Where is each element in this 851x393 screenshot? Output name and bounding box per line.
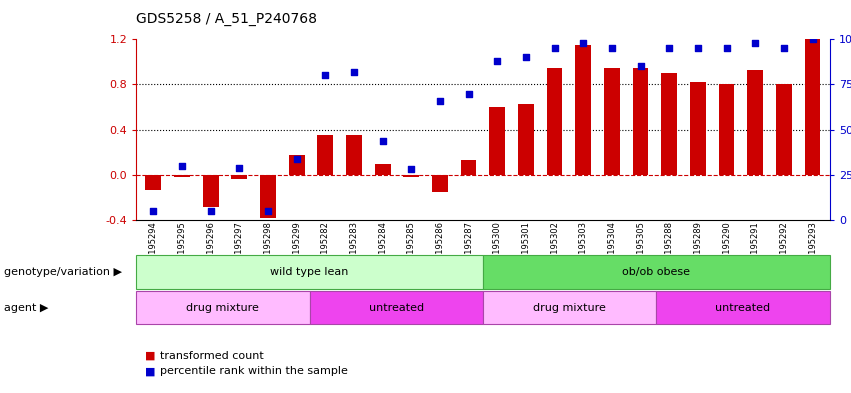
Point [634,63,648,70]
Bar [231,175,248,179]
Text: drug mixture: drug mixture [534,303,606,312]
Point [232,165,246,171]
Bar [690,82,705,175]
Point [376,138,390,144]
Bar [146,175,161,189]
Point [462,90,476,97]
Point [261,208,275,214]
Bar [632,68,648,175]
Point [720,45,734,51]
Bar [374,163,391,175]
Point [748,40,762,46]
Text: percentile rank within the sample: percentile rank within the sample [160,366,348,376]
Text: untreated: untreated [368,303,424,312]
Text: untreated: untreated [716,303,771,312]
Text: drug mixture: drug mixture [186,303,260,312]
Point [204,208,218,214]
Point [777,45,791,51]
Bar [403,175,420,177]
Text: genotype/variation ▶: genotype/variation ▶ [4,267,123,277]
Bar [518,104,534,175]
Point [175,163,189,169]
Bar [346,135,362,175]
Point [146,208,160,214]
Point [318,72,332,79]
Bar [776,84,791,175]
Bar [747,70,763,175]
Text: ■: ■ [145,366,158,376]
Text: ob/ob obese: ob/ob obese [622,267,690,277]
Point [806,36,820,42]
Point [490,58,504,64]
Bar [546,68,563,175]
Bar [432,175,448,192]
Point [662,45,676,51]
Point [519,54,533,61]
Text: wild type lean: wild type lean [271,267,349,277]
Bar [661,73,677,175]
Bar [203,175,219,207]
Bar [489,107,505,175]
Text: transformed count: transformed count [160,351,264,361]
Point [404,166,418,173]
Text: ■: ■ [145,351,158,361]
Bar [575,45,591,175]
Point [290,156,304,162]
Bar [260,175,276,218]
Point [576,40,590,46]
Bar [174,175,190,177]
Point [433,97,447,104]
Bar [317,135,334,175]
Point [347,69,361,75]
Bar [805,39,820,175]
Point [605,45,619,51]
Point [548,45,562,51]
Text: agent ▶: agent ▶ [4,303,49,312]
Point [691,45,705,51]
Bar [460,160,477,175]
Bar [718,84,734,175]
Bar [604,68,620,175]
Bar [288,154,305,175]
Text: GDS5258 / A_51_P240768: GDS5258 / A_51_P240768 [136,12,317,26]
